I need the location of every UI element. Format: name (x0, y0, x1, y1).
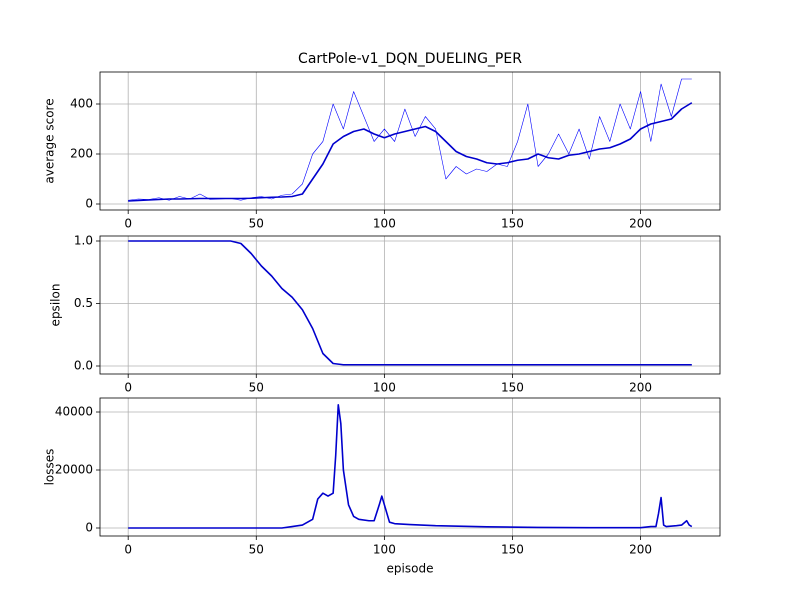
series-line (128, 78, 692, 201)
axes-frame (99, 397, 721, 537)
x-axis-label: episode (387, 562, 434, 576)
x-tick-label: 50 (249, 381, 264, 395)
series-line (128, 403, 693, 529)
x-tick-label: 0 (124, 217, 132, 231)
y-tick-label: 0.0 (74, 359, 93, 373)
chart-title: CartPole-v1_DQN_DUELING_PER (298, 51, 522, 67)
y-tick-label: 0 (85, 197, 93, 211)
x-tick-label: 150 (501, 543, 524, 557)
axes-frame (99, 71, 721, 211)
y-axis-label: average score (43, 98, 57, 183)
x-tick-label: 200 (629, 217, 652, 231)
axes-frame (99, 235, 721, 375)
x-tick-label: 150 (501, 217, 524, 231)
y-tick-label: 400 (70, 97, 93, 111)
series-line (128, 240, 692, 366)
y-tick-label: 1.0 (74, 234, 93, 248)
x-tick-label: 200 (629, 543, 652, 557)
x-tick-label: 100 (373, 543, 396, 557)
y-axis-label: losses (43, 449, 57, 486)
y-tick-label: 200 (70, 147, 93, 161)
series-line (128, 102, 693, 202)
x-tick-label: 150 (501, 381, 524, 395)
y-tick-label: 0.5 (74, 296, 93, 310)
y-tick-label: 0 (85, 520, 93, 534)
x-tick-label: 100 (373, 217, 396, 231)
x-tick-label: 0 (124, 543, 132, 557)
y-tick-label: 20000 (55, 463, 93, 477)
x-tick-label: 0 (124, 381, 132, 395)
x-tick-label: 50 (249, 217, 264, 231)
x-tick-label: 200 (629, 381, 652, 395)
x-tick-label: 100 (373, 381, 396, 395)
y-axis-label: epsilon (49, 284, 63, 327)
y-tick-label: 40000 (55, 405, 93, 419)
x-tick-label: 50 (249, 543, 264, 557)
